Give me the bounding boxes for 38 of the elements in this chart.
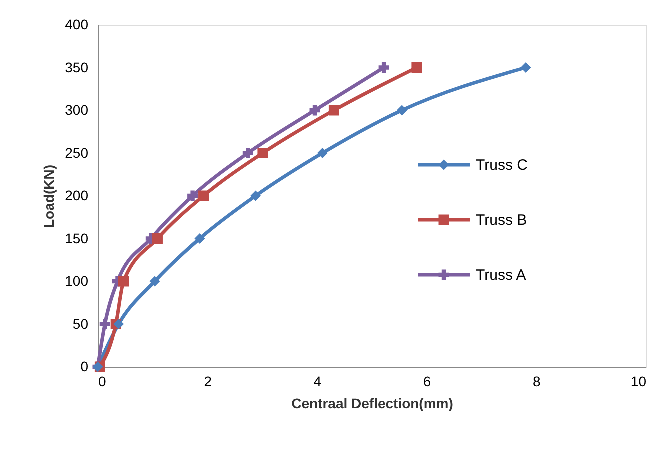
y-tick-label: 50 xyxy=(72,316,89,332)
point xyxy=(250,190,262,202)
x-tick-label: 2 xyxy=(204,374,212,390)
point xyxy=(328,105,340,116)
point xyxy=(100,319,110,330)
point xyxy=(520,62,532,73)
point xyxy=(396,105,408,116)
x-tick-label: 8 xyxy=(533,374,541,390)
point xyxy=(198,190,210,202)
y-tick-label: 200 xyxy=(65,188,89,204)
y-axis-title: Load(KN) xyxy=(41,165,58,228)
x-tick-label: 6 xyxy=(423,374,432,390)
x-tick-label: 0 xyxy=(98,374,106,390)
y-tick-label: 150 xyxy=(65,230,89,246)
point xyxy=(242,148,254,158)
y-tick-label: 300 xyxy=(65,102,89,118)
x-axis-title: Centraal Deflection(mm) xyxy=(292,396,454,412)
x-tick-label: 4 xyxy=(314,374,322,390)
legend-label: Truss C xyxy=(476,157,528,174)
y-tick-label: 250 xyxy=(65,144,89,161)
point xyxy=(412,62,422,73)
y-tick-label: 350 xyxy=(65,59,89,76)
point xyxy=(258,148,268,158)
y-tick-label: 400 xyxy=(65,16,89,32)
y-tick-label: 0 xyxy=(80,358,89,374)
point xyxy=(114,319,124,330)
y-tick-label: 100 xyxy=(65,273,89,289)
legend-label: Truss B xyxy=(476,212,528,229)
point xyxy=(188,190,198,202)
point xyxy=(150,276,160,287)
point xyxy=(378,62,390,73)
x-tick-label: 10 xyxy=(630,374,647,390)
point xyxy=(310,105,320,116)
point xyxy=(118,276,129,287)
point xyxy=(317,148,328,158)
legend-label: Truss A xyxy=(476,267,526,284)
point xyxy=(194,234,206,244)
point xyxy=(152,234,163,244)
